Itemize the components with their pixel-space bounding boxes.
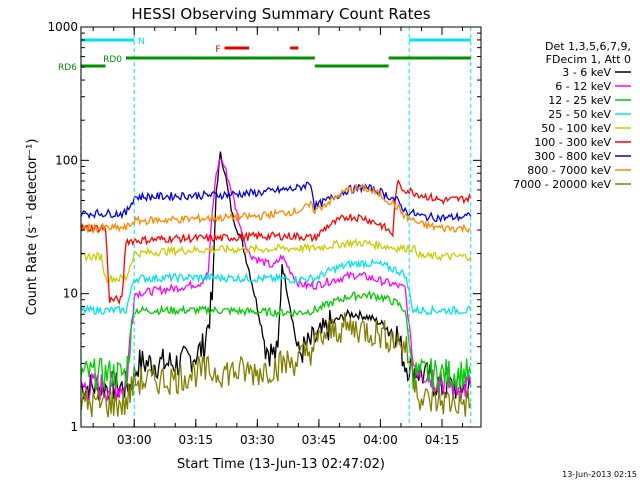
x-tick-label: 04:15 <box>425 433 460 447</box>
series-line-300-800-kev <box>81 181 472 223</box>
x-tick-label: 03:15 <box>178 433 213 447</box>
series-line-25-50-kev <box>81 257 472 316</box>
legend-label-3-6-kev: 3 - 6 keV <box>562 66 611 79</box>
x-tick-label: 03:45 <box>302 433 337 447</box>
x-axis-label: Start Time (13-Jun-13 02:47:02) <box>177 457 385 472</box>
series-line-6-12-kev <box>81 158 472 403</box>
series-layer <box>81 151 472 418</box>
chart-title: HESSI Observing Summary Count Rates <box>131 5 430 23</box>
series-line-12-25-kev <box>81 290 472 392</box>
flag-label-rd6: RD6 <box>58 63 77 73</box>
y-tick-label: 10 <box>63 287 78 301</box>
legend-label-300-800-kev: 300 - 800 keV <box>534 150 611 163</box>
y-tick-label: 1 <box>70 420 78 434</box>
y-axis-label: Count Rate (s⁻¹ detector⁻¹) <box>25 139 40 316</box>
series-line-800-7000-kev <box>81 183 471 234</box>
legend-label-100-300-kev: 100 - 300 keV <box>534 136 611 149</box>
flag-label-n: N <box>138 37 145 47</box>
axes-layer: 03:00 03:15 03:30 03:45 04:00 04:15 1 10 100 1000 <box>47 20 481 447</box>
series-line-100-300-kev <box>81 178 472 306</box>
series-line-7000-20000-kev <box>81 312 472 418</box>
timestamp: 13-Jun-2013 02:15 <box>562 470 637 479</box>
legend-header-line: FDecim 1, Att 0 <box>546 53 631 66</box>
legend-label-7000-20000-kev: 7000 - 20000 keV <box>513 178 611 191</box>
series-line-3-6-kev <box>81 151 472 402</box>
x-tick-label: 03:00 <box>117 433 152 447</box>
legend-label-12-25-kev: 12 - 25 keV <box>548 94 611 107</box>
legend-label-6-12-kev: 6 - 12 keV <box>555 80 611 93</box>
legend-label-50-100-kev: 50 - 100 keV <box>541 122 611 135</box>
legend-header-line: Det 1,3,5,6,7,9, <box>545 40 631 53</box>
y-tick-label: 100 <box>55 153 78 167</box>
legend: Det 1,3,5,6,7,9,FDecim 1, Att 03 - 6 keV… <box>513 40 631 191</box>
x-tick-label: 04:00 <box>363 433 398 447</box>
series-line-50-100-kev <box>81 237 472 283</box>
plot-frame <box>80 26 482 428</box>
legend-label-800-7000-kev: 800 - 7000 keV <box>527 164 611 177</box>
x-tick-label: 03:30 <box>240 433 275 447</box>
y-tick-label: 1000 <box>47 20 78 34</box>
flag-label-f: F <box>215 45 220 55</box>
flag-label-rd0: RD0 <box>103 55 122 65</box>
legend-label-25-50-kev: 25 - 50 keV <box>548 108 611 121</box>
